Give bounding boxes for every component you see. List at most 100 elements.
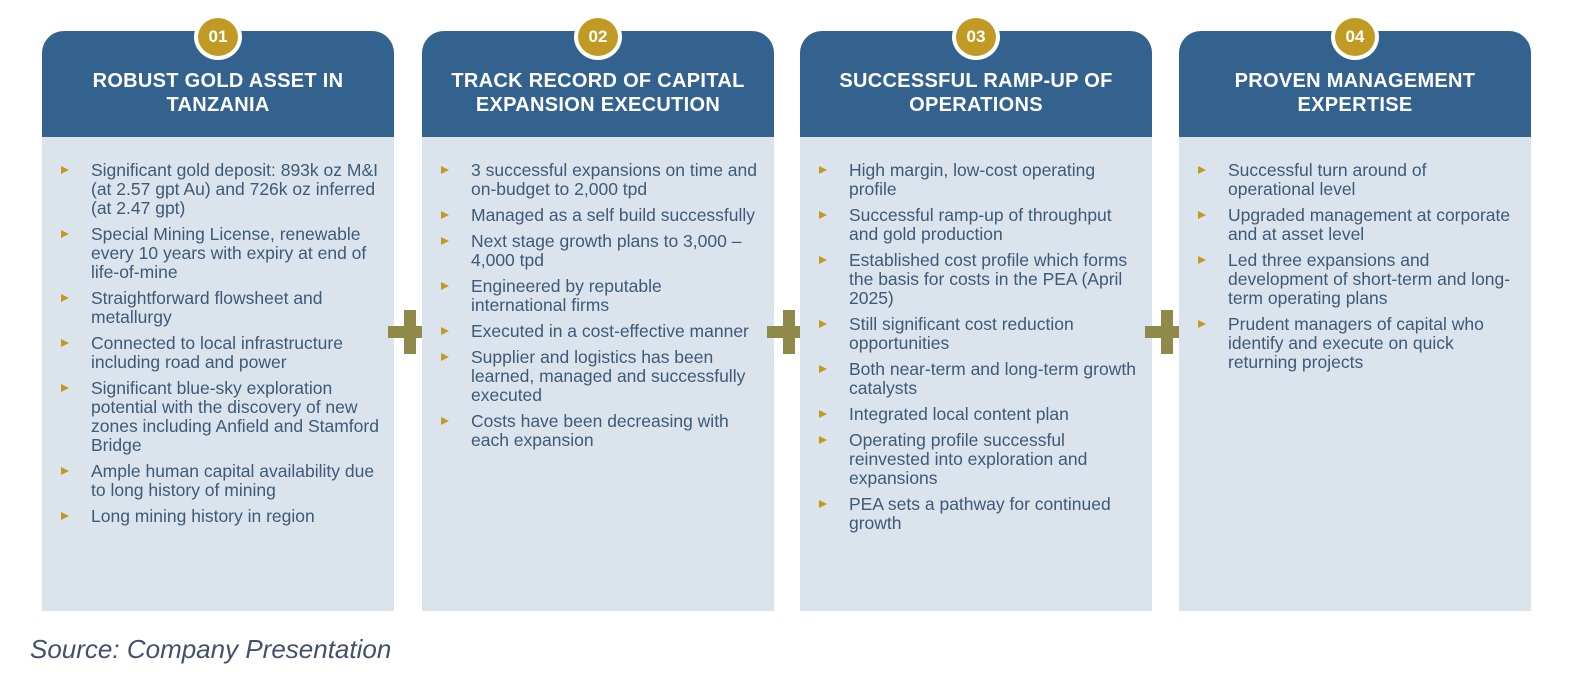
step-number-badge: 03: [952, 14, 1000, 60]
bullet-item: Special Mining License, renewable every …: [61, 224, 380, 282]
bullet-text: Supplier and logistics has been learned,…: [471, 347, 746, 405]
bullet-list: Successful turn around of operational le…: [1179, 137, 1531, 372]
card-header: 04 PROVEN MANAGEMENT EXPERTISE: [1179, 14, 1531, 137]
bullet-item: Integrated local content plan: [819, 404, 1138, 424]
step-number-badge: 02: [574, 14, 622, 60]
bullet-arrow-icon: [819, 256, 827, 264]
bullet-item: Engineered by reputable international fi…: [441, 276, 760, 315]
bullet-text: Established cost profile which forms the…: [849, 250, 1128, 308]
card-2: 02 TRACK RECORD OF CAPITAL EXPANSION EXE…: [422, 14, 774, 611]
bullet-text: PEA sets a pathway for continued growth: [849, 494, 1111, 533]
bullet-text: High margin, low-cost operating profile: [849, 160, 1096, 199]
plus-icon: [388, 310, 432, 354]
bullet-arrow-icon: [1198, 166, 1206, 174]
bullet-text: Led three expansions and development of …: [1228, 250, 1511, 308]
bullet-arrow-icon: [441, 211, 449, 219]
bullet-text: Both near-term and long-term growth cata…: [849, 359, 1136, 398]
bullet-item: Led three expansions and development of …: [1198, 250, 1517, 308]
card-1: 01 ROBUST GOLD ASSET IN TANZANIA Signifi…: [42, 14, 394, 611]
bullet-item: Operating profile successful reinvested …: [819, 430, 1138, 488]
bullet-arrow-icon: [61, 339, 69, 347]
bullet-list: High margin, low-cost operating profile S…: [800, 137, 1152, 533]
bullet-text: Special Mining License, renewable every …: [91, 224, 367, 282]
card-title: PROVEN MANAGEMENT EXPERTISE: [1234, 70, 1476, 116]
card-title: SUCCESSFUL RAMP-UP OF OPERATIONS: [839, 70, 1113, 116]
card-title: ROBUST GOLD ASSET IN TANZANIA: [92, 70, 344, 116]
card-body: 3 successful expansions on time and on-b…: [422, 137, 774, 611]
bullet-item: Both near-term and long-term growth cata…: [819, 359, 1138, 398]
bullet-item: Next stage growth plans to 3,000 – 4,000…: [441, 231, 760, 270]
bullet-item: 3 successful expansions on time and on-b…: [441, 160, 760, 199]
bullet-text: Prudent managers of capital who identify…: [1228, 314, 1484, 372]
bullet-item: Long mining history in region: [61, 506, 380, 526]
source-caption: Source: Company Presentation: [30, 634, 392, 664]
bullet-text: Connected to local infrastructure includ…: [91, 333, 343, 372]
bullet-item: Ample human capital availability due to …: [61, 461, 380, 500]
bullet-item: Prudent managers of capital who identify…: [1198, 314, 1517, 372]
bullet-text: Successful ramp-up of throughput and gol…: [849, 205, 1112, 244]
bullet-arrow-icon: [819, 211, 827, 219]
card-body: Significant gold deposit: 893k oz M&I (a…: [42, 137, 394, 611]
bullet-text: Operating profile successful reinvested …: [849, 430, 1088, 488]
bullet-item: Executed in a cost-effective manner: [441, 321, 760, 341]
bullet-text: Significant blue-sky exploration potenti…: [91, 378, 379, 455]
card-3: 03 SUCCESSFUL RAMP-UP OF OPERATIONS High…: [800, 14, 1152, 611]
plus-icon: [1145, 310, 1189, 354]
bullet-text: Straightforward flowsheet and metallurgy: [91, 288, 323, 327]
bullet-text: Ample human capital availability due to …: [91, 461, 375, 500]
bullet-item: Managed as a self build successfully: [441, 206, 760, 225]
bullet-arrow-icon: [441, 417, 449, 425]
bullet-arrow-icon: [819, 500, 827, 508]
card-4: 04 PROVEN MANAGEMENT EXPERTISE Successfu…: [1179, 14, 1531, 611]
bullet-arrow-icon: [441, 237, 449, 245]
bullet-arrow-icon: [61, 230, 69, 238]
bullet-item: Connected to local infrastructure includ…: [61, 333, 380, 372]
bullet-list: Significant gold deposit: 893k oz M&I (a…: [42, 137, 394, 526]
bullet-item: Significant blue-sky exploration potenti…: [61, 378, 380, 455]
bullet-text: 3 successful expansions on time and on-b…: [471, 160, 757, 199]
card-header: 01 ROBUST GOLD ASSET IN TANZANIA: [42, 14, 394, 137]
bullet-text: Costs have been decreasing with each exp…: [471, 411, 729, 450]
bullet-text: Upgraded management at corporate and at …: [1228, 205, 1511, 244]
bullet-item: PEA sets a pathway for continued growth: [819, 494, 1138, 533]
bullet-arrow-icon: [441, 282, 449, 290]
bullet-item: Established cost profile which forms the…: [819, 250, 1138, 308]
bullet-text: Next stage growth plans to 3,000 – 4,000…: [471, 231, 742, 270]
bullet-item: Successful ramp-up of throughput and gol…: [819, 205, 1138, 244]
card-title: TRACK RECORD OF CAPITAL EXPANSION EXECUT…: [451, 70, 745, 116]
bullet-arrow-icon: [61, 467, 69, 475]
bullet-item: Successful turn around of operational le…: [1198, 160, 1517, 199]
bullet-arrow-icon: [819, 320, 827, 328]
bullet-arrow-icon: [441, 166, 449, 174]
bullet-arrow-icon: [1198, 256, 1206, 264]
bullet-text: Integrated local content plan: [849, 404, 1069, 424]
step-number-badge: 04: [1331, 14, 1379, 60]
step-number-badge: 01: [194, 14, 242, 60]
bullet-text: Engineered by reputable international fi…: [471, 276, 662, 315]
bullet-arrow-icon: [61, 512, 69, 520]
bullet-item: Still significant cost reduction opportu…: [819, 314, 1138, 353]
bullet-text: Significant gold deposit: 893k oz M&I (a…: [91, 160, 378, 218]
bullet-item: Significant gold deposit: 893k oz M&I (a…: [61, 160, 380, 218]
bullet-arrow-icon: [819, 410, 827, 418]
bullet-item: Supplier and logistics has been learned,…: [441, 347, 760, 405]
bullet-arrow-icon: [1198, 320, 1206, 328]
bullet-item: High margin, low-cost operating profile: [819, 160, 1138, 199]
bullet-text: Still significant cost reduction opportu…: [849, 314, 1074, 353]
bullet-text: Executed in a cost-effective manner: [471, 321, 749, 341]
bullet-arrow-icon: [441, 327, 449, 335]
bullet-arrow-icon: [819, 436, 827, 444]
bullet-arrow-icon: [441, 353, 449, 361]
card-header: 02 TRACK RECORD OF CAPITAL EXPANSION EXE…: [422, 14, 774, 137]
bullet-item: Straightforward flowsheet and metallurgy: [61, 288, 380, 327]
bullet-arrow-icon: [61, 294, 69, 302]
bullet-list: 3 successful expansions on time and on-b…: [422, 137, 774, 450]
bullet-item: Upgraded management at corporate and at …: [1198, 205, 1517, 244]
bullet-text: Successful turn around of operational le…: [1228, 160, 1427, 199]
bullet-arrow-icon: [819, 166, 827, 174]
bullet-arrow-icon: [61, 384, 69, 392]
bullet-arrow-icon: [819, 365, 827, 373]
card-header: 03 SUCCESSFUL RAMP-UP OF OPERATIONS: [800, 14, 1152, 137]
bullet-text: Long mining history in region: [91, 506, 315, 526]
bullet-arrow-icon: [61, 166, 69, 174]
